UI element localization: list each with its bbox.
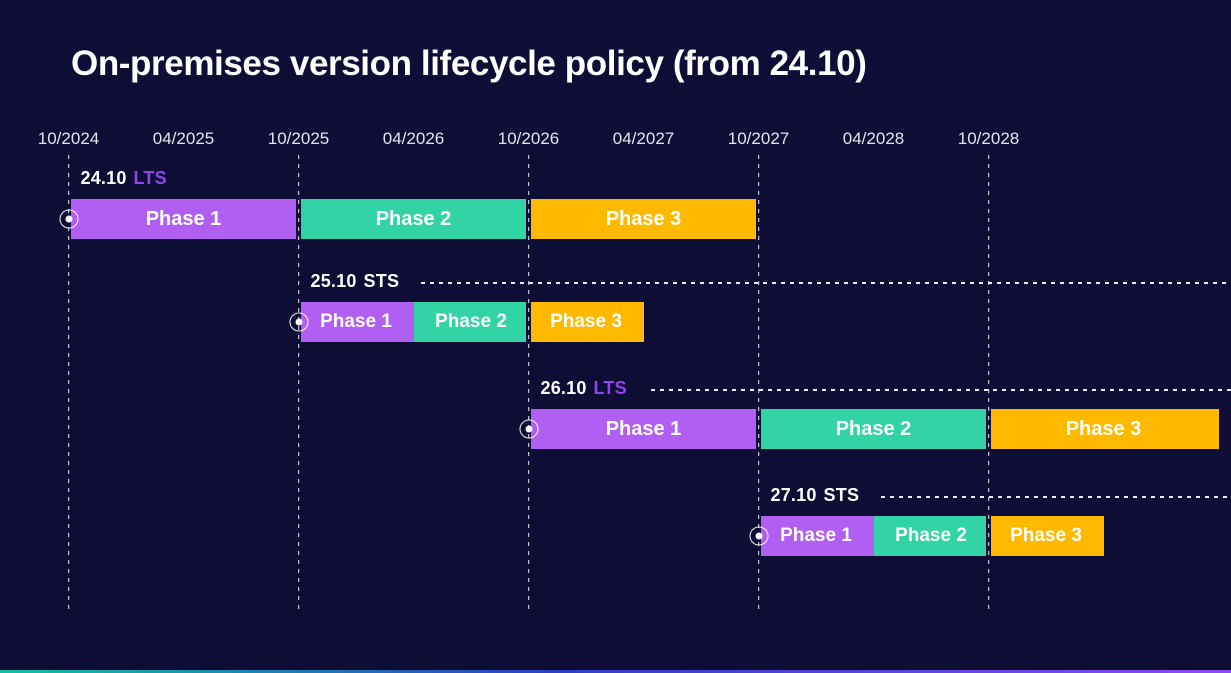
phase-bar: Phase 1 (528, 409, 759, 449)
release-start-marker-icon (749, 526, 768, 546)
vertical-gridline-dashes (67, 155, 70, 613)
phase-bar: Phase 2 (298, 199, 529, 239)
phase-bar: Phase 3 (988, 409, 1219, 449)
release-start-marker-dot (295, 318, 302, 326)
vertical-gridline (526, 155, 531, 613)
continuation-dashed-line (650, 389, 1231, 391)
release-label: 26.10 LTS (541, 378, 627, 399)
phase-bar-label: Phase 3 (1065, 417, 1142, 440)
vertical-gridline (986, 155, 991, 613)
release-version: 25.10 (310, 271, 357, 291)
release-start-marker-dot (755, 532, 762, 540)
axis-tick-label: 10/2024 (37, 129, 100, 148)
vertical-gridline-dashes (527, 155, 530, 613)
phase-bar-label: Phase 1 (780, 525, 852, 546)
phase-bar-label: Phase 3 (550, 311, 622, 332)
release-channel-badge: STS (363, 271, 400, 291)
release-start-marker-dot (525, 425, 532, 433)
vertical-gridline-dashes (987, 155, 990, 613)
vertical-gridline-dashes (297, 155, 300, 613)
axis-tick-label: 04/2028 (842, 129, 905, 148)
phase-bar: Phase 3 (988, 516, 1104, 556)
phase-bar: Phase 1 (68, 199, 299, 239)
vertical-gridline (756, 155, 761, 613)
vertical-gridline-dashes (757, 155, 760, 613)
axis-tick-label: 10/2027 (727, 129, 790, 148)
release-version: 24.10 (80, 168, 127, 188)
release-version: 27.10 (770, 485, 817, 505)
phase-bar-label: Phase 1 (320, 311, 392, 332)
phase-bar-label: Phase 2 (895, 525, 967, 546)
phase-bar-label: Phase 3 (605, 207, 682, 230)
phase-bar: Phase 3 (528, 199, 759, 239)
phase-bar-label: Phase 2 (375, 207, 452, 230)
phase-bar: Phase 2 (758, 409, 989, 449)
release-start-marker-icon (289, 312, 308, 332)
release-channel-badge: LTS (593, 378, 627, 398)
phase-bar-label: Phase 1 (605, 417, 682, 440)
axis-tick-label: 04/2027 (612, 129, 675, 148)
release-start-marker-icon (59, 209, 78, 229)
release-start-marker-dot (65, 215, 72, 223)
phase-bar: Phase 2 (873, 516, 989, 556)
vertical-gridline (296, 155, 301, 613)
phase-bar-label: Phase 1 (145, 207, 222, 230)
release-label: 25.10 STS (311, 271, 400, 292)
continuation-dashed-line (420, 282, 1231, 284)
release-channel-badge: LTS (133, 168, 167, 188)
axis-tick-label: 04/2025 (152, 129, 215, 148)
phase-bar-label: Phase 2 (835, 417, 912, 440)
phase-bar: Phase 1 (758, 516, 874, 556)
page-title: On-premises version lifecycle policy (fr… (71, 44, 867, 83)
release-label: 27.10 STS (771, 485, 860, 506)
axis-tick-label: 10/2025 (267, 129, 330, 148)
phase-bar: Phase 2 (413, 302, 529, 342)
axis-tick-label: 10/2028 (957, 129, 1020, 148)
phase-bar-label: Phase 3 (1010, 525, 1082, 546)
continuation-dashed-line (880, 496, 1231, 498)
axis-tick-label: 04/2026 (382, 129, 445, 148)
release-channel-badge: STS (823, 485, 860, 505)
axis-tick-label: 10/2026 (497, 129, 560, 148)
phase-bar: Phase 1 (298, 302, 414, 342)
bottom-accent-bar (0, 670, 1231, 673)
phase-bar: Phase 3 (528, 302, 644, 342)
release-version: 26.10 (540, 378, 587, 398)
phase-bar-label: Phase 2 (435, 311, 507, 332)
vertical-gridline (66, 155, 71, 613)
release-start-marker-icon (519, 419, 538, 439)
release-label: 24.10 LTS (81, 168, 167, 189)
